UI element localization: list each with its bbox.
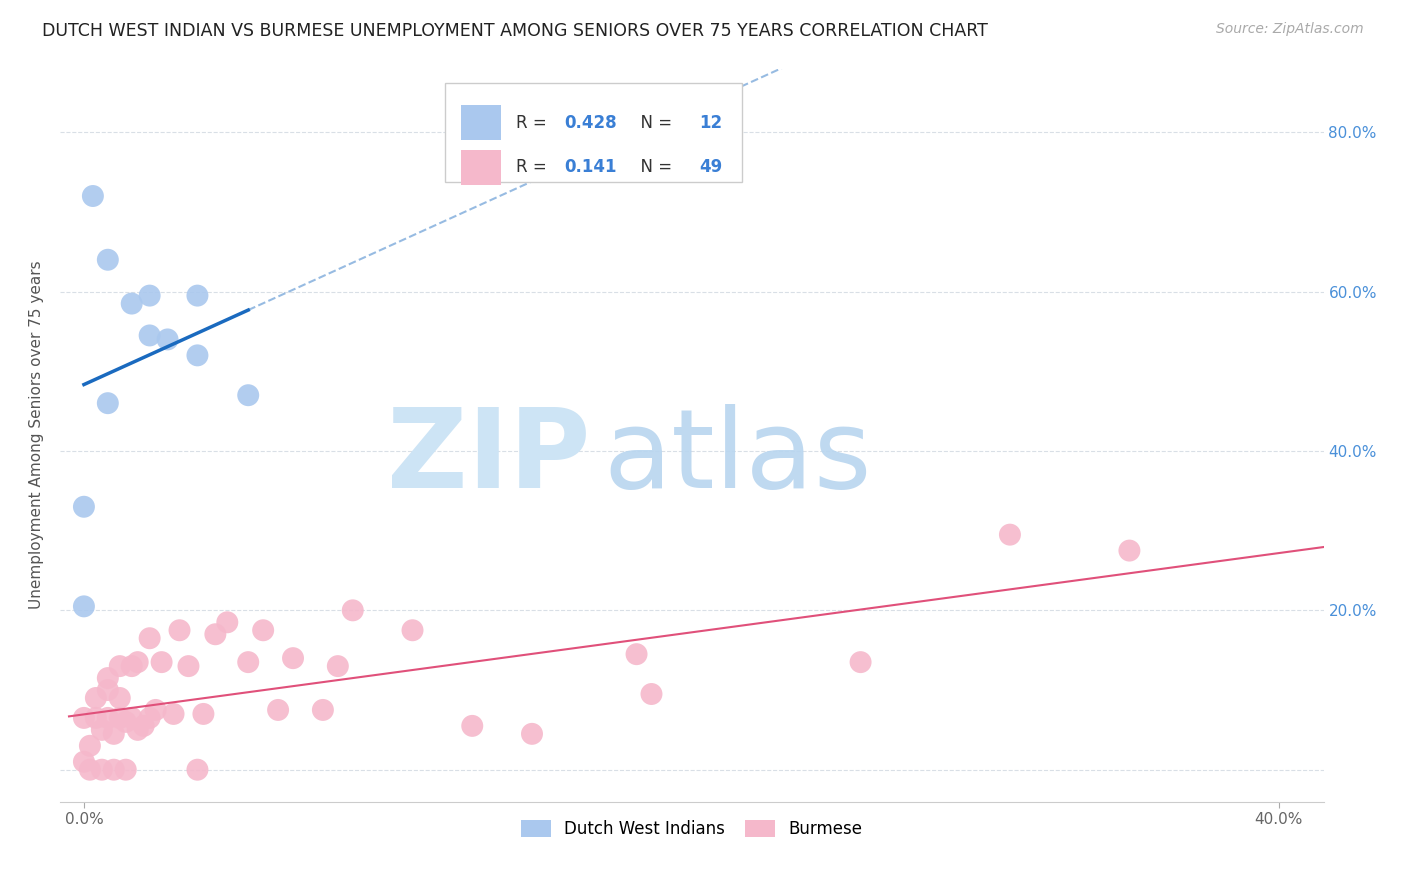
- Text: 0.141: 0.141: [564, 158, 617, 177]
- Point: [312, 703, 335, 717]
- Point: [127, 723, 149, 737]
- Text: atlas: atlas: [603, 403, 872, 510]
- Point: [108, 691, 131, 706]
- Point: [97, 671, 120, 685]
- Text: N =: N =: [630, 114, 678, 132]
- Point: [326, 659, 349, 673]
- Point: [217, 615, 239, 630]
- Point: [401, 624, 423, 638]
- Point: [103, 727, 125, 741]
- Point: [97, 683, 120, 698]
- Point: [138, 288, 160, 302]
- Point: [204, 627, 226, 641]
- Point: [177, 659, 200, 673]
- Point: [626, 647, 648, 661]
- Point: [79, 763, 101, 777]
- Point: [73, 755, 96, 769]
- Point: [73, 599, 96, 614]
- Point: [90, 763, 112, 777]
- Point: [238, 388, 260, 402]
- Point: [82, 189, 104, 203]
- FancyBboxPatch shape: [446, 83, 742, 182]
- Point: [132, 719, 155, 733]
- Point: [90, 723, 112, 737]
- Point: [156, 333, 179, 347]
- Point: [84, 711, 107, 725]
- Point: [114, 714, 136, 729]
- Point: [186, 763, 208, 777]
- Point: [73, 500, 96, 514]
- Point: [138, 328, 160, 343]
- Text: R =: R =: [516, 158, 553, 177]
- Point: [97, 396, 120, 410]
- Point: [461, 719, 484, 733]
- FancyBboxPatch shape: [461, 150, 501, 185]
- Point: [193, 706, 215, 721]
- Text: Source: ZipAtlas.com: Source: ZipAtlas.com: [1216, 22, 1364, 37]
- Point: [252, 624, 274, 638]
- Text: N =: N =: [630, 158, 678, 177]
- Point: [1118, 543, 1140, 558]
- Point: [121, 659, 143, 673]
- Point: [640, 687, 662, 701]
- Point: [267, 703, 290, 717]
- Point: [138, 711, 160, 725]
- Point: [169, 624, 191, 638]
- FancyBboxPatch shape: [461, 105, 501, 140]
- Point: [186, 288, 208, 302]
- Point: [127, 655, 149, 669]
- Point: [238, 655, 260, 669]
- Point: [108, 711, 131, 725]
- Point: [520, 727, 543, 741]
- Point: [186, 348, 208, 362]
- Text: ZIP: ZIP: [387, 403, 591, 510]
- Point: [121, 711, 143, 725]
- Point: [114, 763, 136, 777]
- Text: 0.428: 0.428: [564, 114, 617, 132]
- Point: [79, 739, 101, 753]
- Point: [150, 655, 173, 669]
- Point: [121, 296, 143, 310]
- Point: [84, 691, 107, 706]
- Point: [145, 703, 167, 717]
- Y-axis label: Unemployment Among Seniors over 75 years: Unemployment Among Seniors over 75 years: [30, 260, 44, 609]
- Legend: Dutch West Indians, Burmese: Dutch West Indians, Burmese: [515, 813, 869, 845]
- Point: [162, 706, 184, 721]
- Point: [281, 651, 304, 665]
- Point: [73, 711, 96, 725]
- Point: [103, 763, 125, 777]
- Point: [998, 527, 1021, 541]
- Point: [97, 252, 120, 267]
- Point: [108, 659, 131, 673]
- Text: R =: R =: [516, 114, 553, 132]
- Text: 12: 12: [699, 114, 723, 132]
- Point: [97, 711, 120, 725]
- Point: [138, 632, 160, 646]
- Text: 49: 49: [699, 158, 723, 177]
- Point: [849, 655, 872, 669]
- Point: [342, 603, 364, 617]
- Text: DUTCH WEST INDIAN VS BURMESE UNEMPLOYMENT AMONG SENIORS OVER 75 YEARS CORRELATIO: DUTCH WEST INDIAN VS BURMESE UNEMPLOYMEN…: [42, 22, 988, 40]
